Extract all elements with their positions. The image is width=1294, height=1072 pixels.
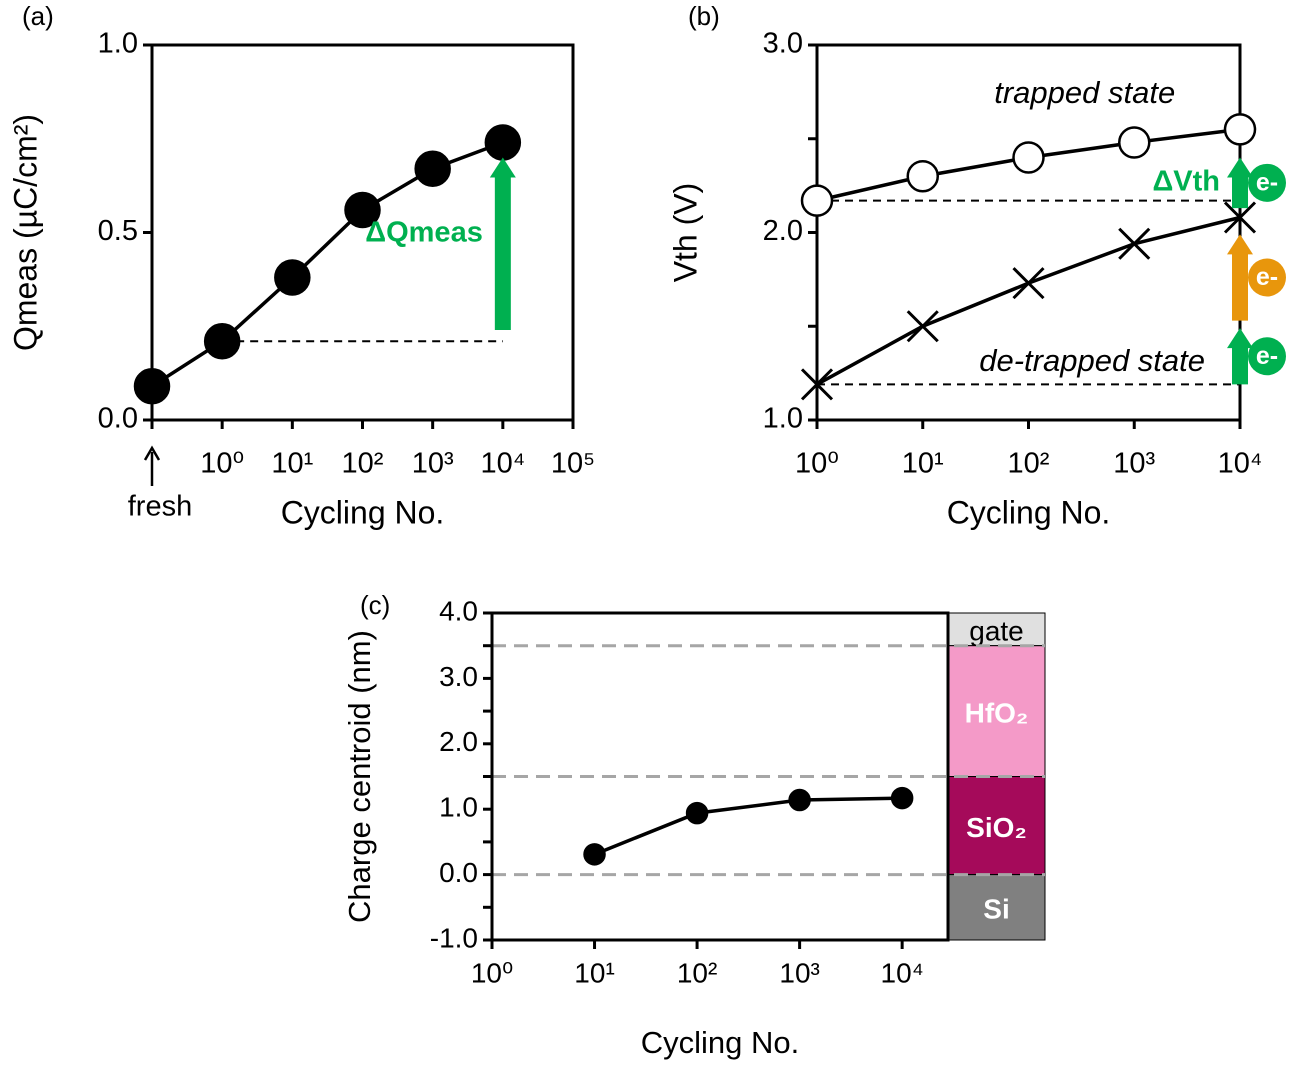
panel-label: (b) <box>688 1 720 31</box>
arrow-label: ΔQmeas <box>365 216 483 248</box>
marker <box>133 368 171 405</box>
y-axis-title: Charge centroid (nm) <box>342 630 377 923</box>
x-axis-title: Cycling No. <box>281 494 445 530</box>
y-tick-label: -1.0 <box>430 922 478 953</box>
marker <box>906 310 939 343</box>
marker <box>414 150 451 187</box>
marker <box>344 191 381 229</box>
arrow <box>1227 157 1253 209</box>
layer <box>947 645 1046 778</box>
y-axis-title: Vth (V) <box>667 183 703 283</box>
series-label: de-trapped state <box>979 343 1205 378</box>
layer-label: Si <box>983 894 1009 925</box>
series-line <box>593 796 903 856</box>
marker <box>1223 113 1257 146</box>
panel-label: (c) <box>360 590 390 620</box>
marker <box>583 843 606 866</box>
layer-label: SiO₂ <box>966 812 1027 843</box>
badge-label: e- <box>1256 263 1278 291</box>
x-tick-label: 10² <box>1008 448 1050 480</box>
x-tick-label: 10¹ <box>271 448 313 480</box>
x-tick-label: 10⁵ <box>551 448 595 480</box>
marker <box>1012 267 1045 300</box>
x-tick-label: 10⁰ <box>795 448 839 480</box>
x-tick-label: 10³ <box>779 957 819 988</box>
x-tick-label: 10⁰ <box>200 448 244 480</box>
y-axis-title: Qmeas (µC/cm²) <box>7 114 43 351</box>
x-tick-label: 10³ <box>412 448 454 480</box>
marker <box>484 124 522 161</box>
x-tick-label: 10³ <box>1113 448 1155 480</box>
marker <box>685 801 709 825</box>
x-tick-label: 10⁴ <box>480 448 525 480</box>
x-tick-label: 10¹ <box>574 957 614 988</box>
marker <box>800 368 834 401</box>
marker <box>1118 227 1151 260</box>
series-label: trapped state <box>994 75 1175 110</box>
arrow-label: ΔVth <box>1152 165 1220 197</box>
marker <box>1118 126 1151 159</box>
marker <box>203 323 241 360</box>
badge-label: e- <box>1256 342 1278 370</box>
badge <box>1248 337 1286 376</box>
series-line <box>151 140 504 388</box>
x-tick-label: 10¹ <box>902 448 944 480</box>
y-tick-label: 2.0 <box>763 215 803 247</box>
layer <box>947 874 1046 941</box>
layer-label: gate <box>969 616 1024 647</box>
y-tick-label: 0.5 <box>98 215 138 247</box>
y-tick-label: 3.0 <box>763 28 803 60</box>
x-tick-label: 10⁰ <box>471 957 513 988</box>
arrow <box>1227 234 1253 321</box>
y-tick-label: 1.0 <box>763 403 803 435</box>
panel-label: (a) <box>22 1 54 31</box>
arrow <box>1227 328 1253 385</box>
marker <box>788 788 811 812</box>
annotation-arrowhead <box>143 445 161 461</box>
arrow <box>489 157 516 330</box>
x-axis-title: Cycling No. <box>947 494 1111 530</box>
y-tick-label: 3.0 <box>439 661 478 692</box>
layer-label: HfO₂ <box>965 697 1029 728</box>
y-tick-label: 1.0 <box>98 28 138 60</box>
y-tick-label: 4.0 <box>439 595 478 626</box>
marker <box>890 786 914 810</box>
marker <box>906 160 939 193</box>
y-tick-label: 1.0 <box>439 792 478 823</box>
y-tick-label: 2.0 <box>439 726 478 757</box>
x-tick-label: 10⁴ <box>881 957 924 988</box>
y-tick-label: 0.0 <box>439 857 478 888</box>
marker <box>1012 141 1045 174</box>
badge-label: e- <box>1256 168 1278 196</box>
y-tick-label: 0.0 <box>98 403 138 435</box>
marker <box>800 184 834 217</box>
marker <box>274 259 311 296</box>
x-tick-label: 10² <box>342 448 384 480</box>
annotation: fresh <box>128 491 192 523</box>
layer <box>947 776 1046 876</box>
badge <box>1248 258 1286 297</box>
x-axis-title: Cycling No. <box>641 1025 800 1060</box>
x-tick-label: 10² <box>677 957 717 988</box>
badge <box>1248 163 1286 202</box>
x-tick-label: 10⁴ <box>1218 448 1263 480</box>
marker <box>1223 201 1257 234</box>
